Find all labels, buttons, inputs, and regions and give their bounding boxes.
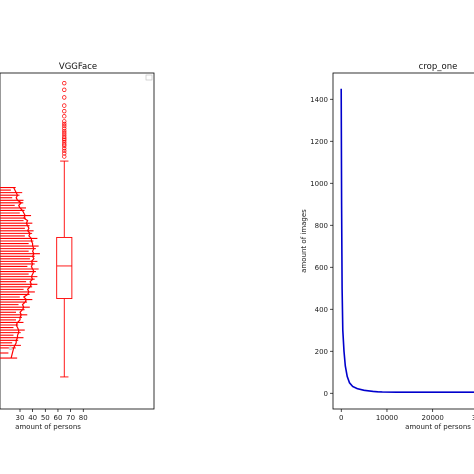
crop-one-series-line bbox=[340, 88, 474, 393]
outlier-point bbox=[62, 132, 67, 138]
outlier-point bbox=[62, 81, 67, 86]
x-tick-label: 300 bbox=[472, 414, 474, 422]
legend-marker bbox=[145, 74, 153, 81]
vggface-outliers bbox=[62, 81, 67, 159]
outlier-point bbox=[62, 121, 67, 127]
y-tick-label: 600 bbox=[315, 264, 328, 272]
y-tick-label: 1200 bbox=[310, 138, 328, 146]
outlier-point bbox=[62, 114, 67, 119]
x-tick-label: 0 bbox=[339, 414, 343, 422]
outlier-point bbox=[62, 146, 67, 151]
crop-one-y-ticks: 0 200 400 600 800 1000 1200 1400 bbox=[310, 96, 333, 398]
outlier-point bbox=[62, 128, 67, 134]
y-tick-label: 800 bbox=[315, 222, 328, 230]
outlier-point bbox=[62, 148, 67, 154]
vggface-histogram bbox=[0, 186, 40, 359]
y-tick-label: 1000 bbox=[310, 180, 328, 188]
outlier-point bbox=[62, 103, 67, 108]
vggface-panel: VGGFace 30 40 50 60 70 80 amount of persons bbox=[0, 62, 155, 431]
outlier-point bbox=[62, 151, 67, 156]
outlier-point bbox=[62, 134, 67, 140]
outlier-point bbox=[62, 109, 67, 114]
x-tick-label: 50 bbox=[41, 414, 50, 422]
outlier-point bbox=[62, 142, 67, 147]
y-tick-label: 400 bbox=[315, 306, 328, 314]
outlier-point bbox=[62, 95, 67, 100]
outlier-point bbox=[62, 126, 67, 131]
outlier-point bbox=[62, 87, 67, 92]
y-tick-label: 0 bbox=[324, 390, 328, 398]
crop-one-x-ticks: 0 10000 20000 300 bbox=[339, 409, 474, 422]
x-tick-label: 30 bbox=[16, 414, 25, 422]
vggface-title: VGGFace bbox=[59, 62, 97, 72]
vggface-scatter-points bbox=[8, 346, 13, 351]
scatter-point bbox=[8, 346, 13, 351]
outlier-point bbox=[62, 130, 67, 136]
x-tick-label: 20000 bbox=[422, 414, 444, 422]
crop-one-y-axis-title: amount of images bbox=[300, 209, 308, 273]
crop-one-panel: crop_one 0 200 400 600 800 1000 1200 1400 0 1000… bbox=[300, 62, 474, 431]
histogram-outline bbox=[10, 187, 35, 359]
x-tick-label: 60 bbox=[53, 414, 62, 422]
outlier-point bbox=[62, 119, 67, 124]
vggface-x-ticks: 30 40 50 60 70 80 bbox=[16, 409, 88, 422]
crop-one-plot-frame bbox=[332, 72, 474, 410]
vggface-x-axis-title: amount of persons bbox=[15, 423, 81, 431]
crop-one-title: crop_one bbox=[419, 62, 458, 72]
x-tick-label: 40 bbox=[28, 414, 37, 422]
x-tick-label: 70 bbox=[66, 414, 75, 422]
outlier-point bbox=[62, 138, 67, 143]
vggface-plot-frame bbox=[0, 72, 155, 410]
y-tick-label: 1400 bbox=[310, 96, 328, 104]
crop-one-x-axis-title: amount of persons bbox=[405, 423, 471, 431]
box bbox=[56, 236, 73, 299]
outlier-point bbox=[62, 154, 67, 159]
x-tick-label: 10000 bbox=[376, 414, 398, 422]
x-tick-label: 80 bbox=[79, 414, 88, 422]
vggface-boxplot bbox=[56, 160, 73, 378]
y-tick-label: 200 bbox=[315, 348, 328, 356]
outlier-point bbox=[62, 123, 67, 129]
